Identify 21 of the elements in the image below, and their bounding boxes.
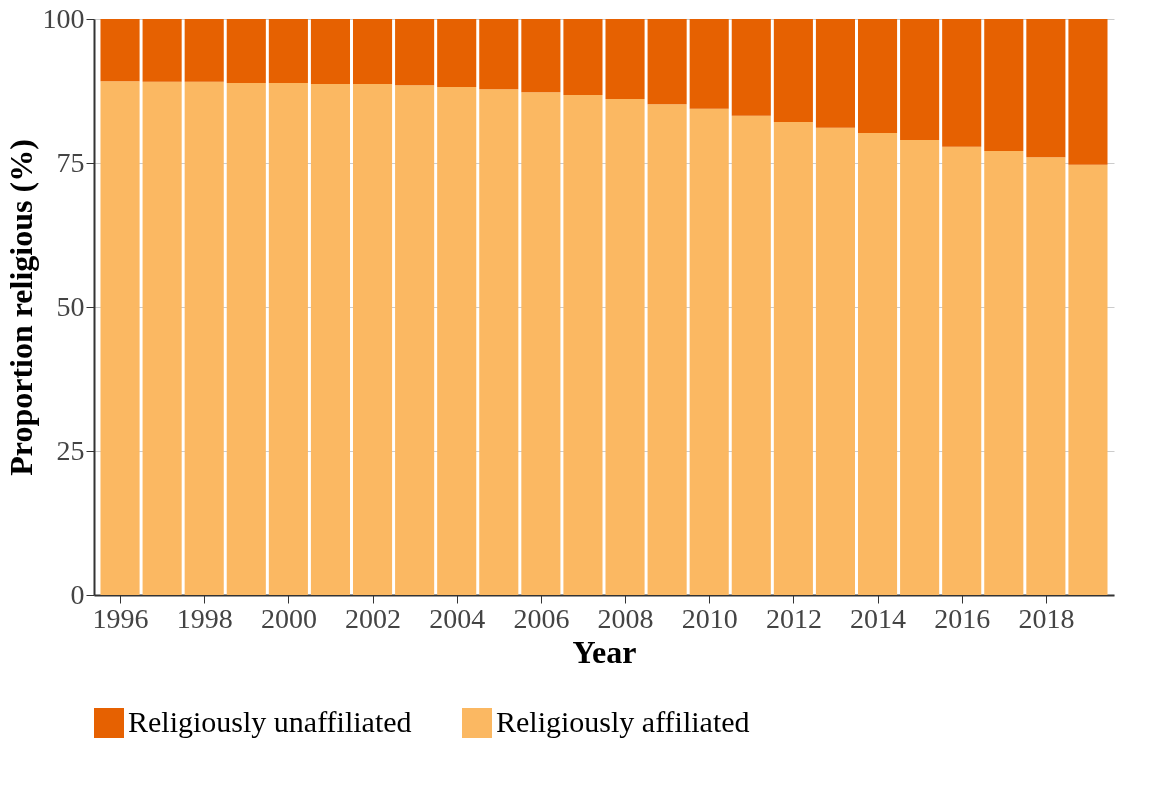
x-tick-label: 2006: [513, 602, 570, 634]
y-tick-label: 50: [56, 290, 85, 322]
x-tick-label: 2002: [345, 602, 402, 634]
x-tick-label: 2004: [429, 602, 486, 634]
x-tick-label: 2014: [850, 602, 907, 634]
y-tick-label: 0: [70, 578, 85, 610]
x-tick-label: 2018: [1018, 602, 1075, 634]
y-tick-label: 75: [56, 146, 85, 178]
x-tick-label: 1996: [92, 602, 149, 634]
legend-label: Religiously affiliated: [496, 705, 750, 738]
x-tick-label: 2012: [765, 602, 822, 634]
x-tick-label: 2008: [597, 602, 654, 634]
y-axis-title: Proportion religious (%): [2, 139, 39, 476]
x-tick-label: 1998: [176, 602, 233, 634]
y-tick-label: 100: [42, 2, 85, 34]
x-tick-label: 2010: [681, 602, 738, 634]
x-axis-title: Year: [572, 633, 637, 670]
y-tick-label: 25: [56, 434, 85, 466]
x-tick-label: 2016: [934, 602, 991, 634]
legend-label: Religiously unaffiliated: [128, 705, 412, 738]
x-tick-label: 2000: [260, 602, 317, 634]
